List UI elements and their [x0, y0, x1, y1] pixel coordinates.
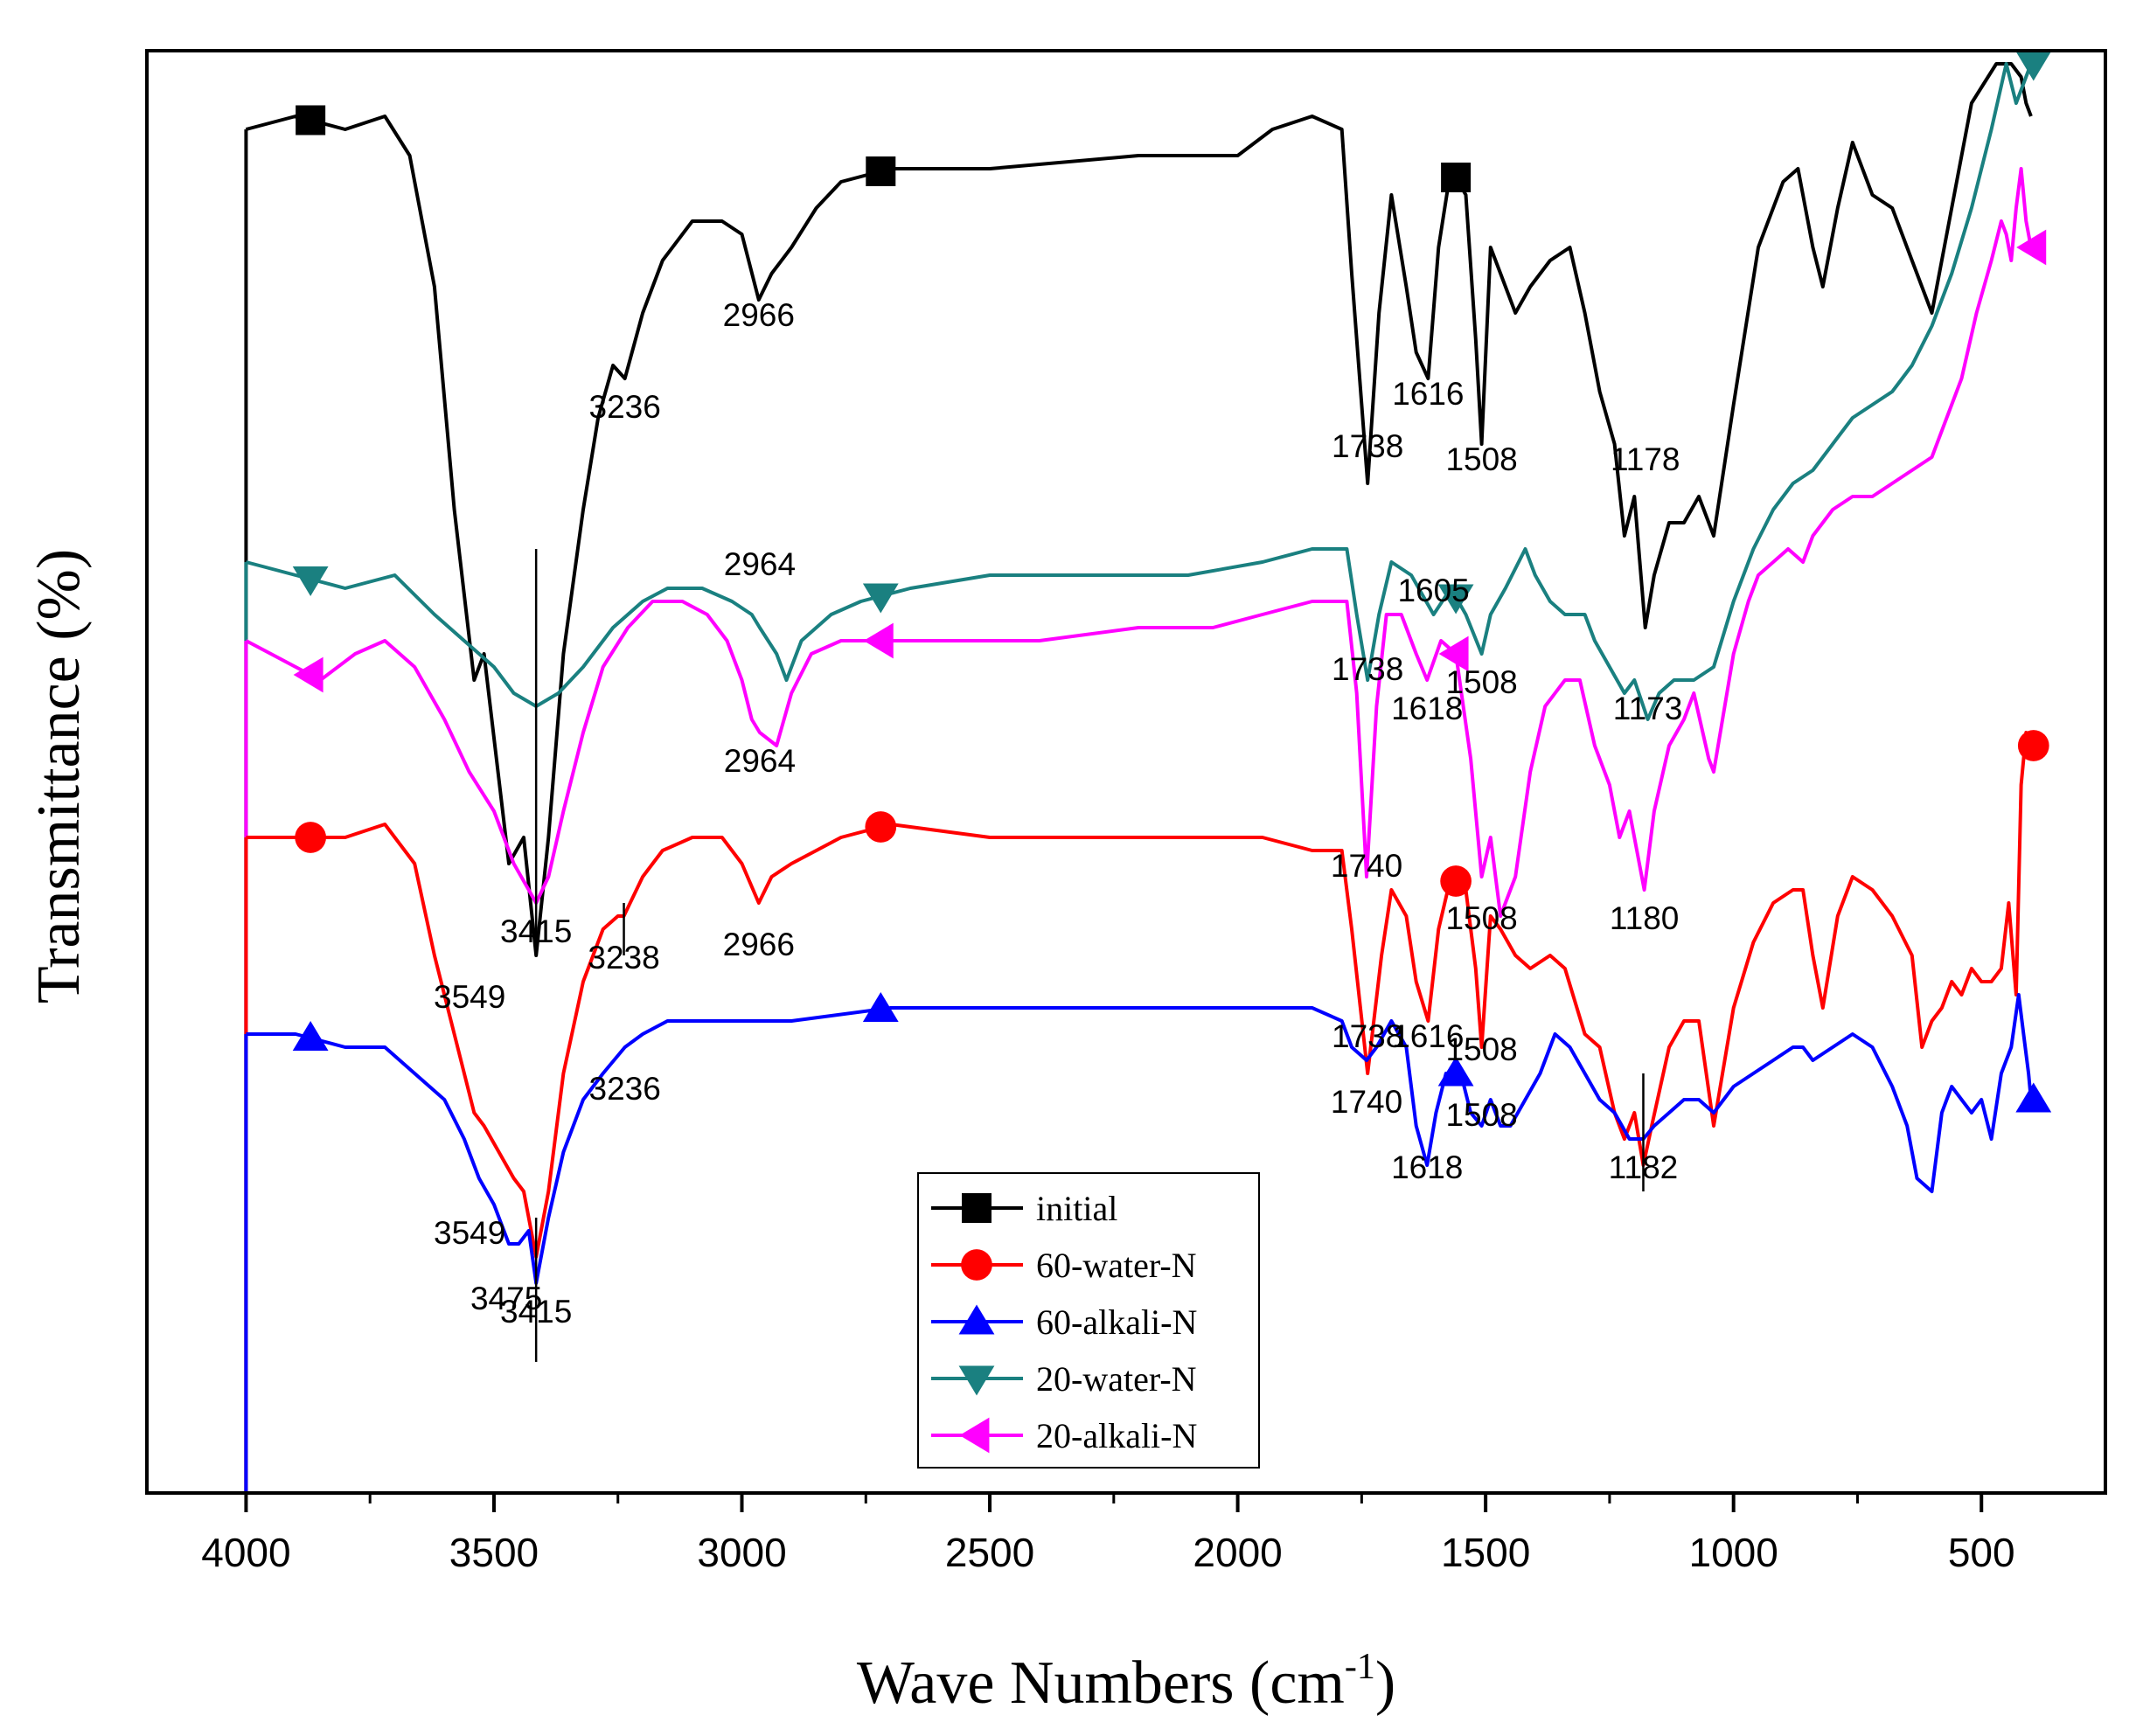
marker-20-water-n [862, 583, 899, 614]
series-line-20-water-n [245, 62, 2033, 721]
peak-label-3238: 3238 [588, 940, 659, 976]
peak-label-1508: 1508 [1445, 441, 1517, 477]
peak-label-1173: 1173 [1613, 691, 1683, 726]
series-line-60-alkali-n [246, 993, 2033, 1285]
marker-60-water-n [295, 822, 326, 853]
peak-label-3236: 3236 [589, 1071, 661, 1107]
series-line-initial [245, 62, 2033, 957]
peak-label-1180: 1180 [1610, 900, 1680, 936]
marker-initial [1441, 163, 1472, 192]
legend: initial 60-water-N 60-alkali-N 20-water-N 20… [917, 1172, 1260, 1469]
marker-20-water-n [1437, 584, 1474, 615]
x-tick-label-2500: 2500 [945, 1530, 1034, 1575]
peak-label-3236: 3236 [589, 389, 661, 425]
peak-label-2964: 2964 [724, 743, 796, 779]
x-axis-ticks: 4000 3500 3000 2500 2000 1500 1000 500 [201, 1493, 2015, 1575]
marker-60-water-n [2017, 730, 2049, 761]
peak-label-1738: 1738 [1332, 428, 1403, 464]
legend-marker-20-water-n [958, 1365, 995, 1396]
marker-60-water-n [1440, 865, 1472, 897]
x-tick-label-3500: 3500 [449, 1530, 539, 1575]
legend-marker-initial [962, 1193, 992, 1223]
marker-20-water-n [2015, 51, 2052, 81]
peak-label-1178: 1178 [1611, 441, 1680, 477]
legend-marker-60-alkali-n [958, 1304, 995, 1335]
x-tick-label-2000: 2000 [1193, 1530, 1282, 1575]
peak-label-1738: 1738 [1332, 651, 1403, 687]
x-axis-title-main: Wave Numbers (cm [857, 1649, 1345, 1717]
peak-label-1605: 1605 [1397, 573, 1469, 608]
marker-20-alkali-n [2016, 229, 2047, 266]
marker-60-alkali-n [2015, 1082, 2052, 1113]
plot-area-frame [145, 49, 2107, 1495]
marker-20-alkali-n [1438, 635, 1469, 672]
peak-label-3415: 3415 [500, 1294, 572, 1330]
x-tick-label-1000: 1000 [1689, 1530, 1778, 1575]
peak-label-1738: 1738 [1332, 1018, 1403, 1054]
series-markers [292, 51, 2052, 1113]
legend-label-20-alkali-n: 20-alkali-N [1036, 1416, 1197, 1455]
peak-label-2966: 2966 [723, 927, 795, 962]
legend-label-initial: initial [1036, 1189, 1117, 1228]
x-tick-label-3000: 3000 [697, 1530, 786, 1575]
marker-60-alkali-n [1437, 1056, 1474, 1087]
reference-lines [534, 549, 1645, 1362]
x-axis-title-close: ) [1375, 1649, 1395, 1717]
x-tick-label-4000: 4000 [201, 1530, 290, 1575]
peak-label-1618: 1618 [1391, 691, 1463, 726]
peak-label-1508: 1508 [1445, 664, 1517, 700]
peak-label-3549: 3549 [434, 1215, 505, 1251]
x-axis-title-superscript: -1 [1345, 1647, 1375, 1687]
marker-60-water-n [865, 811, 897, 843]
y-axis-title: Transmittance (%) [25, 549, 93, 1003]
peak-label-2966: 2966 [723, 297, 795, 333]
x-axis-title: Wave Numbers (cm-1) [857, 1647, 1395, 1717]
peak-label-1616: 1616 [1392, 376, 1464, 412]
peak-label-1618: 1618 [1391, 1149, 1463, 1185]
peak-label-3415: 3415 [500, 913, 572, 949]
marker-20-water-n [292, 566, 329, 597]
peak-label-1508: 1508 [1445, 1097, 1517, 1133]
peak-label-1508: 1508 [1445, 1031, 1517, 1067]
series-line-20-alkali-n [245, 167, 2033, 918]
marker-60-alkali-n [292, 1020, 329, 1051]
peak-label-2964: 2964 [724, 546, 796, 582]
peak-label-3549: 3549 [434, 979, 505, 1015]
x-tick-label-1500: 1500 [1441, 1530, 1530, 1575]
peak-label-1508: 1508 [1445, 900, 1517, 936]
legend-label-60-water-n: 60-water-N [1036, 1246, 1197, 1285]
legend-label-20-water-n: 20-water-N [1036, 1359, 1197, 1399]
marker-initial [296, 105, 326, 135]
peak-label-1182: 1182 [1609, 1149, 1679, 1185]
marker-20-alkali-n [863, 622, 894, 659]
marker-20-alkali-n [293, 656, 324, 693]
peak-label-1740: 1740 [1331, 1084, 1402, 1120]
legend-marker-60-water-n [961, 1249, 992, 1281]
marker-60-alkali-n [862, 991, 899, 1022]
peak-label-1616: 1616 [1392, 1018, 1464, 1054]
peak-label-3475: 3475 [470, 1281, 542, 1316]
marker-initial [866, 156, 896, 186]
legend-marker-20-alkali-n [959, 1417, 990, 1454]
peak-label-1740: 1740 [1331, 848, 1402, 884]
legend-label-60-alkali-n: 60-alkali-N [1036, 1302, 1197, 1342]
x-tick-label-500: 500 [1948, 1530, 2015, 1575]
